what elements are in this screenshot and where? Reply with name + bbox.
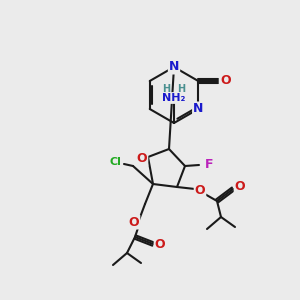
Text: O: O xyxy=(220,74,231,88)
Text: NH₂: NH₂ xyxy=(162,93,186,103)
Text: O: O xyxy=(155,238,165,251)
Text: H: H xyxy=(162,84,170,94)
Text: H: H xyxy=(177,84,185,94)
Text: F: F xyxy=(205,158,213,170)
Text: N: N xyxy=(193,103,203,116)
Text: O: O xyxy=(129,215,139,229)
Text: O: O xyxy=(235,181,245,194)
Text: Cl: Cl xyxy=(109,157,121,167)
Text: O: O xyxy=(195,184,205,197)
Text: O: O xyxy=(137,152,147,166)
Text: N: N xyxy=(169,61,179,74)
